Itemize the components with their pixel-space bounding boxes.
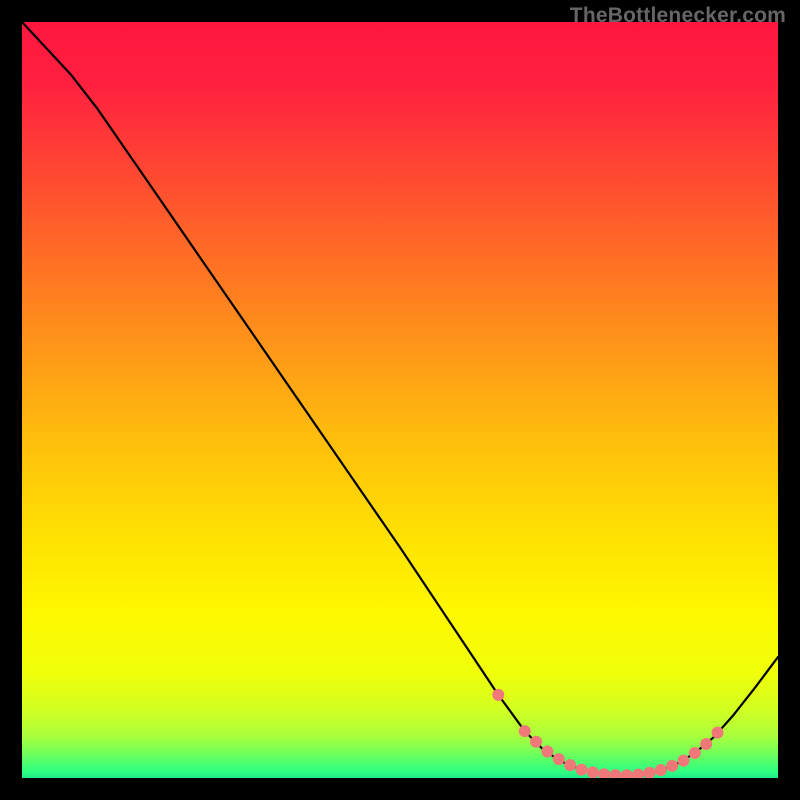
marker-dot xyxy=(519,725,531,737)
marker-dot xyxy=(530,736,542,748)
marker-dot xyxy=(689,747,701,759)
marker-dot xyxy=(666,760,678,772)
watermark-text: TheBottlenecker.com xyxy=(570,4,786,28)
marker-dot xyxy=(492,689,504,701)
marker-dot xyxy=(564,759,576,771)
marker-dot xyxy=(678,755,690,767)
marker-dot xyxy=(655,764,667,776)
marker-dot xyxy=(712,727,724,739)
chart-background xyxy=(22,22,778,778)
marker-dot xyxy=(575,764,587,776)
marker-dot xyxy=(553,753,565,765)
chart-svg xyxy=(22,22,778,778)
marker-dot xyxy=(587,766,599,778)
marker-dot xyxy=(700,738,712,750)
chart-container: TheBottlenecker.com xyxy=(0,0,800,800)
chart-plot-area xyxy=(22,22,778,778)
marker-dot xyxy=(541,746,553,758)
